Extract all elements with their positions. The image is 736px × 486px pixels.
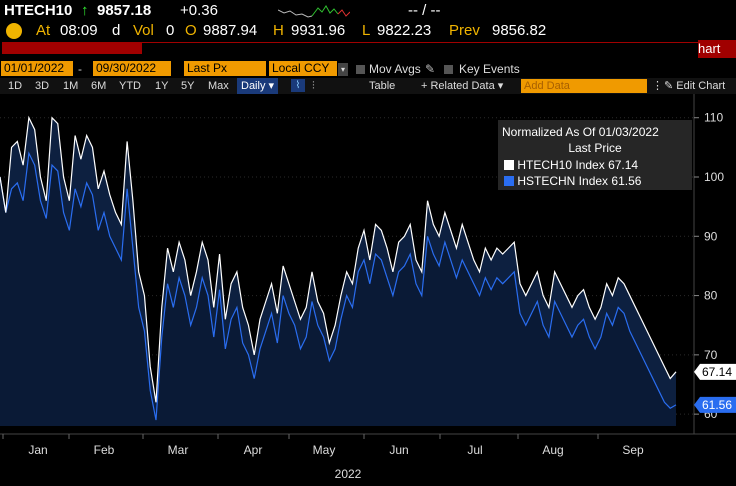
key-events-label[interactable]: Key Events xyxy=(459,62,520,76)
period-bar: 1D 3D 1M 6M YTD 1Y 5Y Max Daily ▾ ⌇ ⫶ Ta… xyxy=(0,78,736,94)
htech10-last-badge xyxy=(694,363,736,380)
x-tick-label: Sep xyxy=(622,443,644,457)
pencil-icon[interactable]: ✎ xyxy=(425,62,436,76)
start-date-field[interactable]: 01/01/2022 xyxy=(1,61,73,76)
vol-value: 0 xyxy=(166,22,175,39)
date-separator: - xyxy=(78,62,82,76)
prev-value: 9856.82 xyxy=(492,22,547,39)
legend-swatch-hstechn xyxy=(504,176,514,186)
y-tick-label: 110 xyxy=(704,111,723,125)
hstechn-area xyxy=(0,153,676,426)
edit-chart-label: Edit Chart xyxy=(676,80,726,92)
legend-name-hstechn: HSTECHN Index xyxy=(517,174,609,188)
legend-item-hstechn: HSTECHN Index 61.56 xyxy=(504,174,641,189)
at-label: At xyxy=(36,22,51,39)
y-tick-label: 100 xyxy=(704,170,724,184)
hstechn-line xyxy=(0,151,677,421)
htech10-last-value: 67.14 xyxy=(702,365,732,379)
vol-label: Vol xyxy=(133,22,154,39)
last-price: 9857.18 xyxy=(97,2,152,19)
y-tick-label: 80 xyxy=(704,289,718,303)
up-arrow-icon: ↑ xyxy=(81,2,89,19)
period-max[interactable]: Max xyxy=(208,80,229,92)
legend-item-htech10: HTECH10 Index 67.14 xyxy=(504,158,638,173)
x-tick-label: Apr xyxy=(244,443,263,457)
currency-dropdown-icon[interactable]: ▾ xyxy=(338,63,348,76)
time-suffix: d xyxy=(112,22,121,39)
price-field-select[interactable]: Last Px xyxy=(184,61,266,76)
table-button[interactable]: Table xyxy=(369,80,396,92)
x-tick-label: Jan xyxy=(28,443,47,457)
bar-chart-icon[interactable]: ⫶ xyxy=(312,80,315,92)
key-events-checkbox[interactable] xyxy=(444,65,453,74)
period-ytd[interactable]: YTD xyxy=(119,80,141,92)
legend-subtitle: Last Price xyxy=(568,141,622,155)
chart-legend: Normalized As Of 01/03/2022 Last Price H… xyxy=(498,120,692,190)
low-label: L xyxy=(362,22,371,39)
x-tick-label: Mar xyxy=(168,443,189,457)
add-data-input[interactable]: Add Data xyxy=(521,79,647,93)
x-axis-year-label: 2022 xyxy=(335,467,362,481)
tab-bar: hart xyxy=(0,40,736,60)
legend-swatch-htech10 xyxy=(504,160,514,170)
mov-avgs-label[interactable]: Mov Avgs xyxy=(369,62,421,76)
related-data-label: + Related Data xyxy=(421,80,495,92)
chart-areas xyxy=(0,115,677,426)
low-value: 9822.23 xyxy=(377,22,432,39)
high-value: 9931.96 xyxy=(291,22,346,39)
tab-chart-label: hart xyxy=(698,41,721,56)
x-tick-label: Aug xyxy=(542,443,563,457)
legend-value-htech10: 67.14 xyxy=(608,158,639,172)
frequency-select[interactable]: Daily ▾ xyxy=(237,78,279,94)
last-value-labels: 67.14 61.56 xyxy=(694,363,736,413)
edit-chart-button[interactable]: ✎ Edit Chart xyxy=(664,80,726,92)
sparkline-icon xyxy=(278,5,350,18)
x-axis: Jan Feb Mar Apr May Jun Jul Aug Sep xyxy=(2,434,644,457)
mov-avgs-checkbox[interactable] xyxy=(356,65,365,74)
x-tick-label: Jun xyxy=(389,443,408,457)
end-date-field[interactable]: 09/30/2022 xyxy=(93,61,171,76)
open-label: O xyxy=(185,22,197,39)
hstechn-last-badge xyxy=(694,396,736,413)
x-tick-label: May xyxy=(313,443,336,457)
frequency-label: Daily xyxy=(241,80,266,92)
tab-active[interactable] xyxy=(2,42,142,54)
high-label: H xyxy=(273,22,284,39)
period-1d[interactable]: 1D xyxy=(8,80,23,92)
period-6m[interactable]: 6M xyxy=(91,80,107,92)
legend-value-hstechn: 61.56 xyxy=(611,174,642,188)
htech10-line xyxy=(0,115,677,403)
more-options-icon[interactable]: ⋮ xyxy=(652,80,663,92)
ticker-symbol[interactable]: HTECH10 xyxy=(4,2,73,19)
related-data-button[interactable]: + Related Data ▾ xyxy=(421,80,504,92)
price-change: +0.36 xyxy=(180,2,218,19)
legend-name-htech10: HTECH10 Index xyxy=(517,158,605,172)
legend-title: Normalized As Of 01/03/2022 xyxy=(502,125,659,139)
hstechn-last-value: 61.56 xyxy=(702,398,732,412)
y-tick-label: 90 xyxy=(704,229,718,243)
bid-ask: -- / -- xyxy=(408,2,441,19)
y-tick-label: 70 xyxy=(704,348,718,362)
prev-label: Prev xyxy=(449,22,480,39)
period-3d[interactable]: 3D xyxy=(35,80,50,92)
period-1y[interactable]: 1Y xyxy=(155,80,169,92)
period-1m[interactable]: 1M xyxy=(63,80,79,92)
quote-time: 08:09 xyxy=(60,22,98,39)
period-5y[interactable]: 5Y xyxy=(181,80,195,92)
line-chart-icon[interactable]: ⌇ xyxy=(291,79,305,92)
x-tick-label: Feb xyxy=(94,443,115,457)
open-value: 9887.94 xyxy=(203,22,258,39)
chart-toolbar: 01/01/2022 - 09/30/2022 Last Px Local CC… xyxy=(0,61,736,78)
tab-chart[interactable]: hart xyxy=(698,40,736,58)
currency-select[interactable]: Local CCY xyxy=(269,61,337,76)
tab-strip xyxy=(142,42,698,55)
alert-bell-icon[interactable] xyxy=(6,23,22,39)
x-tick-label: Jul xyxy=(467,443,482,457)
